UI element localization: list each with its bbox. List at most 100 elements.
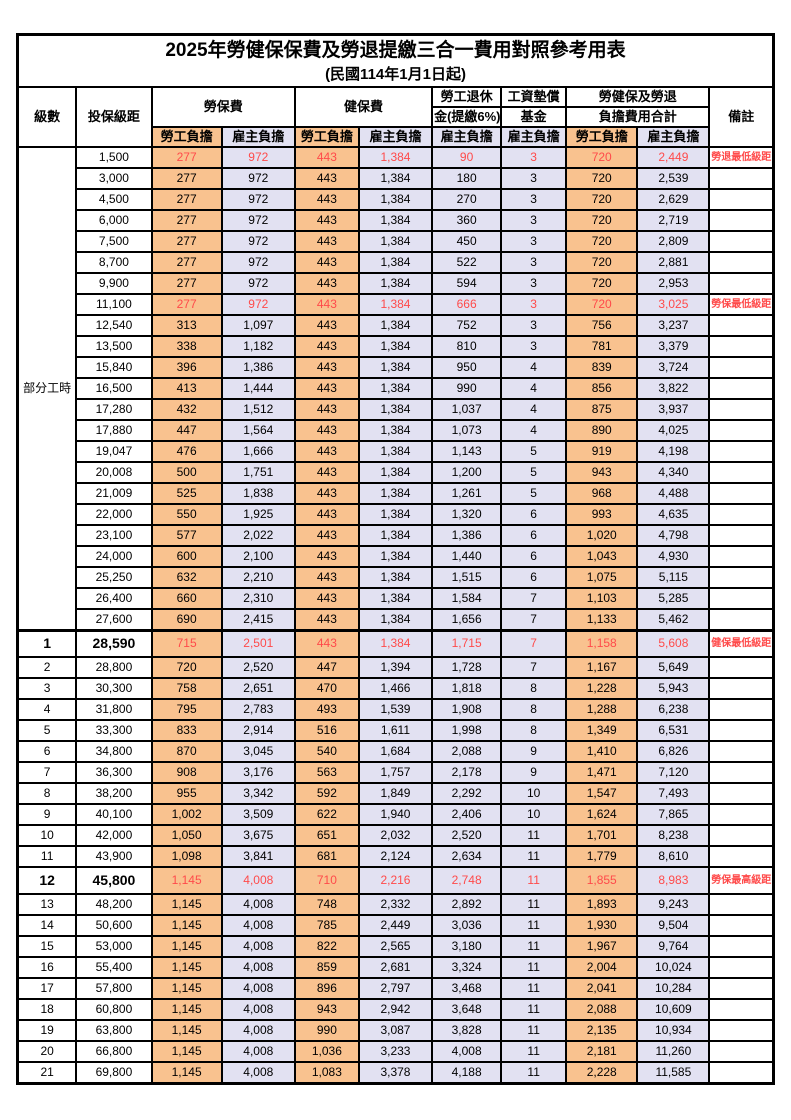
cell-health-employer: 2,681 — [357, 956, 434, 979]
cell-health-employee: 622 — [293, 803, 360, 826]
cell-labor-employee: 1,145 — [150, 866, 223, 895]
cell-health-employer: 1,384 — [357, 293, 434, 316]
cell-wage-fund-employer: 9 — [500, 740, 568, 763]
cell-total-employee: 2,041 — [565, 977, 639, 1000]
cell-total-employee: 968 — [565, 482, 639, 505]
cell-health-employer: 1,384 — [357, 335, 434, 358]
cell-bracket: 48,200 — [75, 893, 153, 916]
cell-health-employee: 748 — [293, 893, 360, 916]
cell-total-employer: 5,649 — [636, 656, 711, 679]
cell-health-employee: 710 — [293, 866, 360, 895]
cell-total-employee: 720 — [565, 146, 639, 169]
cell-health-employee: 859 — [293, 956, 360, 979]
cell-labor-employee: 577 — [150, 524, 223, 547]
cell-total-employer: 6,531 — [636, 719, 711, 742]
cell-level: 4 — [16, 698, 78, 721]
cell-labor-employer: 2,415 — [220, 608, 296, 631]
cell-labor-employer: 2,501 — [220, 628, 296, 658]
cell-total-employee: 720 — [565, 293, 639, 316]
cell-total-employee: 1,167 — [565, 656, 639, 679]
cell-total-employee: 1,288 — [565, 698, 639, 721]
cell-health-employer: 3,378 — [357, 1061, 434, 1084]
cell-bracket: 50,600 — [75, 914, 153, 937]
cell-remark — [708, 956, 775, 979]
cell-labor-employer: 972 — [220, 293, 296, 316]
cell-total-employee: 1,410 — [565, 740, 639, 763]
cell-total-employee: 2,181 — [565, 1040, 639, 1063]
cell-pension-employer: 1,143 — [431, 440, 503, 463]
cell-total-employer: 4,198 — [636, 440, 711, 463]
cell-wage-fund-employer: 3 — [500, 230, 568, 253]
cell-labor-employee: 1,098 — [150, 845, 223, 868]
cell-health-employer: 1,466 — [357, 677, 434, 700]
cell-health-employee: 443 — [293, 272, 360, 295]
cell-remark — [708, 845, 775, 868]
cell-wage-fund-employer: 3 — [500, 188, 568, 211]
cell-remark — [708, 719, 775, 742]
cell-health-employee: 540 — [293, 740, 360, 763]
cell-pension-employer: 666 — [431, 293, 503, 316]
cell-bracket: 43,900 — [75, 845, 153, 868]
cell-wage-fund-employer: 11 — [500, 1019, 568, 1042]
cell-labor-employer: 1,097 — [220, 314, 296, 337]
cell-labor-employer: 1,386 — [220, 356, 296, 379]
cell-bracket: 11,100 — [75, 293, 153, 316]
cell-total-employer: 5,943 — [636, 677, 711, 700]
cell-wage-fund-employer: 5 — [500, 482, 568, 505]
cell-remark: 勞退最低級距 — [708, 146, 775, 169]
cell-health-employer: 1,384 — [357, 545, 434, 568]
cell-total-employer: 10,609 — [636, 998, 711, 1021]
cell-labor-employer: 2,100 — [220, 545, 296, 568]
cell-labor-employer: 2,210 — [220, 566, 296, 589]
table-row: 23,100 577 2,022 443 1,384 1,386 6 1,020 4,798 — [18, 524, 775, 547]
group-header-total-line1: 勞健保及勞退 — [565, 86, 711, 108]
cell-labor-employee: 277 — [150, 293, 223, 316]
table-row: 19 63,800 1,145 4,008 990 3,087 3,828 11 2,135 10… — [16, 1019, 775, 1042]
cell-total-employer: 5,285 — [636, 587, 711, 610]
cell-health-employer: 1,394 — [357, 656, 434, 679]
cell-wage-fund-employer: 3 — [500, 251, 568, 274]
cell-health-employee: 943 — [293, 998, 360, 1021]
cell-bracket: 55,400 — [75, 956, 153, 979]
cell-pension-employer: 180 — [431, 167, 503, 190]
cell-wage-fund-employer: 10 — [500, 782, 568, 805]
cell-bracket: 28,800 — [75, 656, 153, 679]
cell-level: 6 — [16, 740, 78, 763]
cell-health-employee: 443 — [293, 230, 360, 253]
cell-bracket: 45,800 — [75, 866, 153, 895]
cell-labor-employer: 3,342 — [220, 782, 296, 805]
cell-level: 1 — [16, 628, 78, 658]
title-block: 2025年勞健保保費及勞退提繳三合一費用對照參考用表 (民國114年1月1日起) — [16, 33, 775, 88]
cell-bracket: 38,200 — [75, 782, 153, 805]
cell-wage-fund-employer: 11 — [500, 866, 568, 895]
cell-pension-employer: 1,037 — [431, 398, 503, 421]
cell-total-employer: 5,608 — [636, 628, 711, 658]
cell-labor-employee: 1,145 — [150, 1040, 223, 1063]
cell-wage-fund-employer: 3 — [500, 209, 568, 232]
cell-pension-employer: 4,008 — [431, 1040, 503, 1063]
cell-labor-employee: 525 — [150, 482, 223, 505]
cell-bracket: 17,880 — [75, 419, 153, 442]
cell-health-employee: 516 — [293, 719, 360, 742]
cell-total-employee: 875 — [565, 398, 639, 421]
cell-total-employer: 7,493 — [636, 782, 711, 805]
cell-health-employer: 1,384 — [357, 419, 434, 442]
group-header-pension-line1: 勞工退休 — [431, 86, 503, 108]
cell-health-employee: 443 — [293, 440, 360, 463]
cell-labor-employee: 1,145 — [150, 1061, 223, 1084]
header-row-2: 金(提繳6%) 基金 負擔費用合計 — [18, 106, 774, 128]
cell-remark — [708, 935, 775, 958]
cell-pension-employer: 594 — [431, 272, 503, 295]
cell-total-employer: 8,238 — [636, 824, 711, 847]
cell-bracket: 8,700 — [75, 251, 153, 274]
cell-total-employer: 9,243 — [636, 893, 711, 916]
cell-total-employer: 4,930 — [636, 545, 711, 568]
col-header-remark: 備註 — [708, 86, 775, 148]
cell-bracket: 34,800 — [75, 740, 153, 763]
cell-health-employee: 443 — [293, 461, 360, 484]
cell-level: 10 — [16, 824, 78, 847]
cell-total-employee: 756 — [565, 314, 639, 337]
cell-remark — [708, 398, 775, 421]
subheader-labor-employer-share: 雇主負擔 — [220, 126, 296, 148]
cell-pension-employer: 450 — [431, 230, 503, 253]
